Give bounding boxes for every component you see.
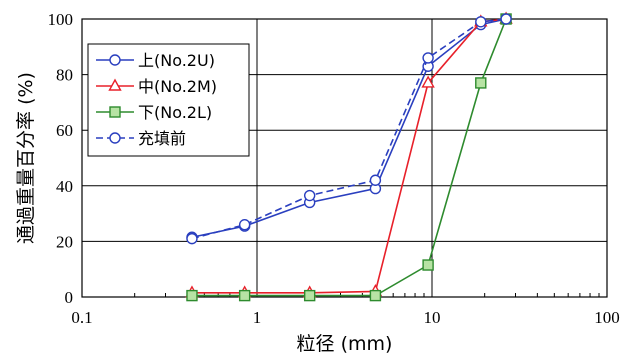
data-point xyxy=(238,289,251,302)
legend-marker xyxy=(109,54,121,66)
y-tick-label: 40 xyxy=(56,177,73,196)
x-tick-label: 100 xyxy=(594,308,620,327)
data-point xyxy=(422,52,434,64)
legend-marker xyxy=(108,78,122,91)
y-tick-label: 20 xyxy=(56,232,73,251)
data-point xyxy=(500,13,512,25)
plot-frame xyxy=(81,18,608,298)
data-point xyxy=(475,16,487,28)
data-point xyxy=(422,259,434,271)
legend-label: 上(No.2U) xyxy=(138,51,215,70)
data-point xyxy=(475,77,487,89)
data-point xyxy=(186,232,198,245)
y-tick-label: 60 xyxy=(56,121,73,140)
legend-marker xyxy=(109,132,121,144)
series-3 xyxy=(186,13,512,245)
legend-label: 下(No.2L) xyxy=(138,103,212,122)
y-tick-label: 100 xyxy=(48,10,74,29)
data-point xyxy=(421,75,435,88)
data-point xyxy=(369,174,382,186)
legend: 上(No.2U) 中(No.2M) 下(No.2L) 充填前 xyxy=(87,43,250,157)
data-point xyxy=(186,289,198,302)
x-tick-label: 1 xyxy=(253,308,262,327)
x-axis-title: 粒径 (mm) xyxy=(297,333,393,355)
x-tick-label: 10 xyxy=(424,308,441,327)
legend-label: 中(No.2M) xyxy=(138,77,217,96)
legend-marker xyxy=(109,106,121,118)
y-tick-label: 0 xyxy=(65,288,74,307)
data-point xyxy=(369,289,382,302)
y-axis-title: 通過重量百分率 (%) xyxy=(15,72,37,244)
data-point xyxy=(303,289,316,302)
data-point xyxy=(238,219,251,231)
y-tick-label: 80 xyxy=(56,66,73,85)
data-point xyxy=(303,189,316,202)
legend-label: 充填前 xyxy=(138,129,186,148)
x-tick-label: 0.1 xyxy=(71,308,92,327)
